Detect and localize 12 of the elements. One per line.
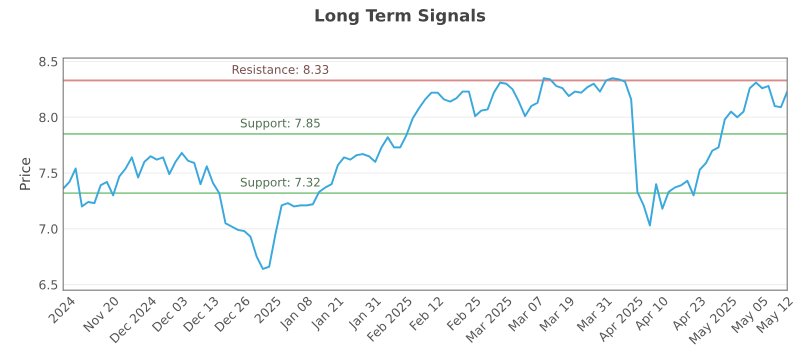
y-axis-title: Price (19, 158, 30, 190)
y-tick-label: 8.0 (39, 112, 58, 122)
ref-line-label: Support: 7.85 (240, 118, 320, 130)
line-series (63, 77, 788, 270)
y-tick-label: 7.5 (39, 168, 58, 178)
ref-line-label: Support: 7.32 (240, 178, 320, 189)
chart-title: Long Term Signals (316, 8, 486, 26)
y-tick-label: 7.0 (39, 224, 58, 234)
y-tick-label: 8.5 (39, 56, 58, 66)
x-tick-label: Nov 20 (82, 296, 120, 332)
y-tick-label: 6.5 (39, 280, 58, 290)
ref-line-label: Resistance: 8.33 (232, 64, 328, 74)
